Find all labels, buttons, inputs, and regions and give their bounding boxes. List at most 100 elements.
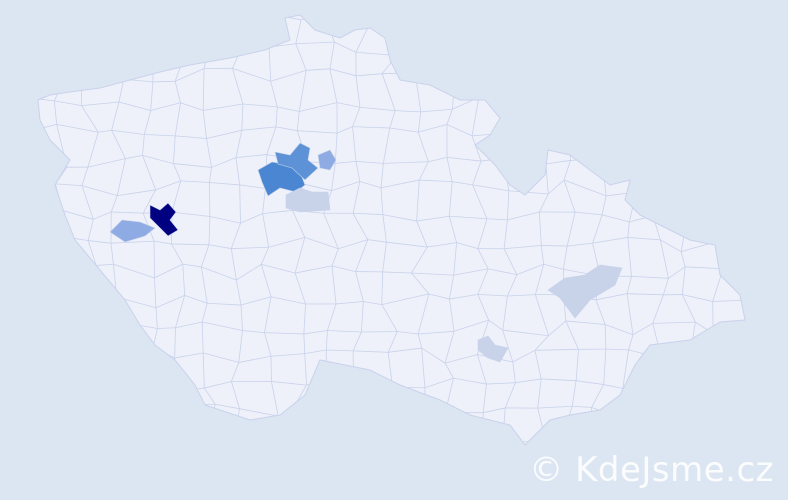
region-highlight[interactable] [317,149,337,171]
district-border [453,268,489,276]
district-border [545,163,549,195]
district-border [25,276,28,296]
district-border [605,348,629,351]
district-border [565,320,606,325]
district-border [23,50,34,80]
district-border [695,379,723,384]
region-highlight[interactable] [285,187,331,213]
district-border [53,43,68,73]
district-border [682,53,720,57]
district-border [576,380,604,385]
district-border [118,79,125,103]
district-border [113,263,155,279]
region-highlight[interactable] [547,264,623,319]
district-border [719,15,745,19]
district-border [660,239,682,253]
district-border [236,264,262,281]
district-border [477,294,489,321]
district-border [367,239,387,243]
district-border [231,362,240,382]
district-border [113,361,117,391]
district-border [292,210,306,238]
district-border [652,321,696,324]
district-border [534,45,574,53]
district-border [81,41,90,71]
district-border [182,263,202,268]
district-border [534,264,545,295]
district-border [111,46,125,80]
region-highlight[interactable] [274,142,319,181]
district-border [652,211,689,217]
district-border [595,45,622,56]
district-border [202,321,243,331]
district-border [152,348,154,392]
district-border [547,125,569,128]
district-border [507,294,536,297]
district-border [235,130,243,158]
district-border [150,81,154,111]
district-border [26,186,37,224]
watermark: © KdeJsme.cz [529,450,774,490]
district-border [622,388,627,420]
district-border [601,195,607,215]
district-border [534,350,542,380]
district-border [264,436,301,445]
district-border [22,296,28,330]
district-border [420,108,453,113]
district-border [424,377,454,389]
region-highlight[interactable] [477,335,509,363]
district-border [173,163,182,181]
district-border [488,319,503,331]
district-border [473,67,480,98]
district-border [326,411,361,415]
district-border [718,432,744,445]
district-border [539,15,571,18]
district-border [209,216,241,224]
district-border [66,327,89,336]
district-border [697,432,719,445]
district-border [54,100,82,107]
district-border [180,435,203,445]
district-border [238,15,241,54]
district-border [275,126,298,132]
district-border [82,387,116,392]
district-border [358,433,386,442]
region-highlight[interactable] [109,219,156,243]
district-border [327,330,362,333]
district-border [88,19,113,27]
district-border [297,130,338,134]
district-border [688,362,697,383]
district-border [722,239,745,252]
district-border [742,47,745,83]
district-border [30,411,38,434]
district-border [651,101,667,125]
district-border [239,15,274,17]
district-border [446,109,453,125]
district-border [511,69,519,105]
district-border [534,46,539,70]
district-border [142,154,174,164]
region-highlight[interactable] [149,202,179,237]
district-border [565,320,579,350]
district-border [480,39,507,47]
district-border [502,329,549,337]
district-border [112,18,152,27]
district-border [477,268,489,295]
district-border [82,387,95,420]
district-border [110,240,155,244]
district-border [453,242,458,276]
district-border [721,239,724,269]
district-border [239,184,241,224]
district-border [477,248,489,270]
district-border [715,73,743,83]
district-border [81,185,118,197]
district-border [448,20,455,51]
district-border [113,322,123,362]
district-border [142,134,145,156]
district-border [715,380,723,420]
district-border [651,82,658,103]
district-border [534,294,549,336]
district-border [595,299,606,325]
district-border [516,263,544,276]
district-border [689,78,695,112]
